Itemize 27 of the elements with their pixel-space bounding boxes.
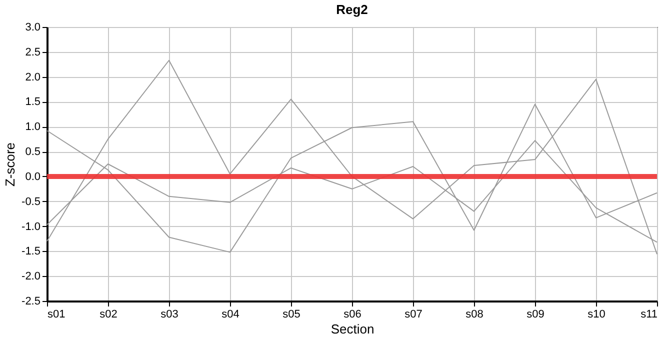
- y-tick-label: 1.5: [25, 96, 40, 108]
- y-tick-label: -0.5: [22, 196, 40, 208]
- x-tick-label: s05: [282, 308, 300, 320]
- x-axis-title: Section: [330, 322, 374, 336]
- y-tick-label: -1.0: [22, 220, 40, 233]
- x-tick-label: s04: [222, 308, 240, 320]
- y-tick-label: 2.0: [25, 71, 40, 84]
- x-tick-label: s06: [344, 308, 362, 320]
- y-tick-label: 0.0: [25, 170, 40, 183]
- x-tick-label: s07: [404, 308, 422, 320]
- y-tick-label: 3.0: [25, 22, 40, 34]
- y-tick-label: -2.0: [22, 270, 40, 283]
- x-tick-label: s03: [160, 308, 178, 320]
- y-tick-label: 1.0: [25, 121, 40, 134]
- chart-title: Reg2: [336, 2, 368, 17]
- x-tick-label: s10: [588, 308, 606, 320]
- x-tick-label: s08: [466, 308, 484, 320]
- line-series: [46, 60, 658, 255]
- y-tick-label: -1.5: [22, 246, 40, 258]
- x-tick-label: s09: [526, 308, 544, 320]
- x-tick-label: s11: [640, 308, 658, 320]
- x-tick-label: s01: [48, 308, 66, 320]
- y-axis-title: Z-score: [2, 142, 18, 187]
- x-tick-label: s02: [100, 308, 118, 320]
- y-tick-label: 2.5: [25, 46, 40, 58]
- y-tick-label: 0.5: [25, 146, 40, 158]
- y-tick-label: -2.5: [22, 296, 40, 308]
